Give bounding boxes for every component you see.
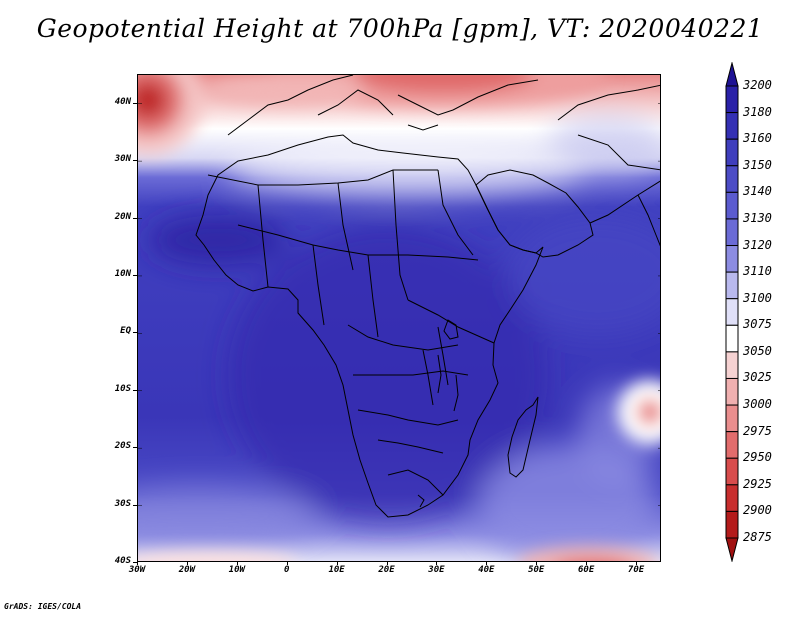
colorbar-level-label: 2900 [743,503,772,518]
colorbar-cell [725,431,739,459]
lon-tick [137,562,138,565]
colorbar-level-label: 3075 [743,317,772,332]
colorbar-cell [725,85,739,114]
geopotential-map [138,75,660,561]
lat-tick-label: 40S [114,556,131,566]
map-plot-area [137,74,661,562]
colorbar-cell [725,377,739,406]
lon-tick-label: 20W [178,565,196,575]
colorbar-level-label: 3120 [743,237,772,252]
lon-tick-label: 0 [283,565,290,575]
lon-tick [286,562,288,565]
lat-tick [133,160,137,162]
lat-tick [133,389,137,391]
lat-tick [133,217,137,219]
colorbar-level-label: 3110 [743,264,772,279]
coastlines [195,75,660,518]
lon-tick-label: 20E [378,565,395,575]
lat-tick-label: 30N [114,154,131,165]
colorbar-max-triangle [725,62,739,87]
lat-tick-label: 30S [114,498,131,509]
lat-tick-label: 40N [114,96,131,107]
lat-tick-label: 20N [114,211,131,222]
lon-tick-label: 30W [128,565,146,575]
lat-tick [133,274,137,276]
colorbar-cell [725,510,739,539]
lon-tick [486,562,488,565]
colorbar-level-label: 3140 [743,184,772,199]
colorbar-level-label: 3025 [743,370,772,385]
footer-credit: GrADS: IGES/COLA [4,602,82,611]
colorbar-cell [725,191,739,220]
colorbar-cell [725,165,739,193]
colorbar-level-label: 2950 [743,450,772,465]
lat-tick [133,504,137,506]
colorbar-cell [725,112,739,140]
lat-tick-label: 20S [114,441,131,452]
lon-tick [236,562,238,565]
low-pressure-centers [138,75,660,561]
colorbar-scale [725,62,739,562]
lon-tick [636,562,638,565]
colorbar-cell [725,271,739,300]
colorbar-min-triangle [725,537,739,562]
lat-tick-label: 10N [114,268,131,279]
colorbar-cell [725,351,739,379]
lat-tick [133,332,137,334]
colorbar-cell [725,324,739,353]
lon-tick [436,562,438,565]
colorbar-level-label: 2875 [743,530,772,544]
lon-tick-label: 60E [578,565,595,575]
lat-tick [133,562,137,563]
map-title: Geopotential Height at 700hPa [gpm], VT:… [36,14,764,43]
lon-tick [186,562,188,565]
colorbar-level-label: 2975 [743,423,772,438]
colorbar-level-label: 3160 [743,131,772,146]
lon-tick-label: 10W [228,565,245,575]
lon-tick-label: 10E [328,565,345,575]
colorbar-cell [725,484,739,512]
colorbar-level-label: 3000 [743,397,772,412]
lon-tick-label: 50E [528,565,545,575]
lon-tick-label: 70E [627,565,645,575]
graticule [138,103,660,506]
colorbar-cell [725,138,739,167]
lon-tick [336,562,338,565]
colorbar-level-label: 3200 [743,78,772,92]
colorbar-level-label: 3180 [743,104,772,119]
colorbar-level-label: 3050 [743,343,772,358]
lat-tick-label: EQ [120,326,131,337]
colorbar-cell [725,457,739,486]
lon-tick-label: 30E [428,565,445,575]
lat-tick [133,447,137,449]
lat-tick-label: 10S [114,383,131,394]
lon-tick [386,562,388,565]
lon-tick [586,562,588,565]
lon-tick [536,562,538,565]
colorbar-level-label: 3100 [743,290,772,305]
lat-tick [133,102,137,104]
lon-tick-label: 40E [478,565,495,575]
colorbar-level-label: 2925 [743,476,772,491]
colorbar-level-label: 3130 [743,210,772,225]
colorbar-cell [725,218,739,247]
colorbar-cell [725,245,739,273]
colorbar-legend: 3200 3180 3160 3150 3140 3130 3120 3110 3100 3075… [725,62,800,562]
colorbar-cell [725,404,739,433]
colorbar-level-label: 3150 [743,157,772,172]
colorbar-cell [725,298,739,326]
